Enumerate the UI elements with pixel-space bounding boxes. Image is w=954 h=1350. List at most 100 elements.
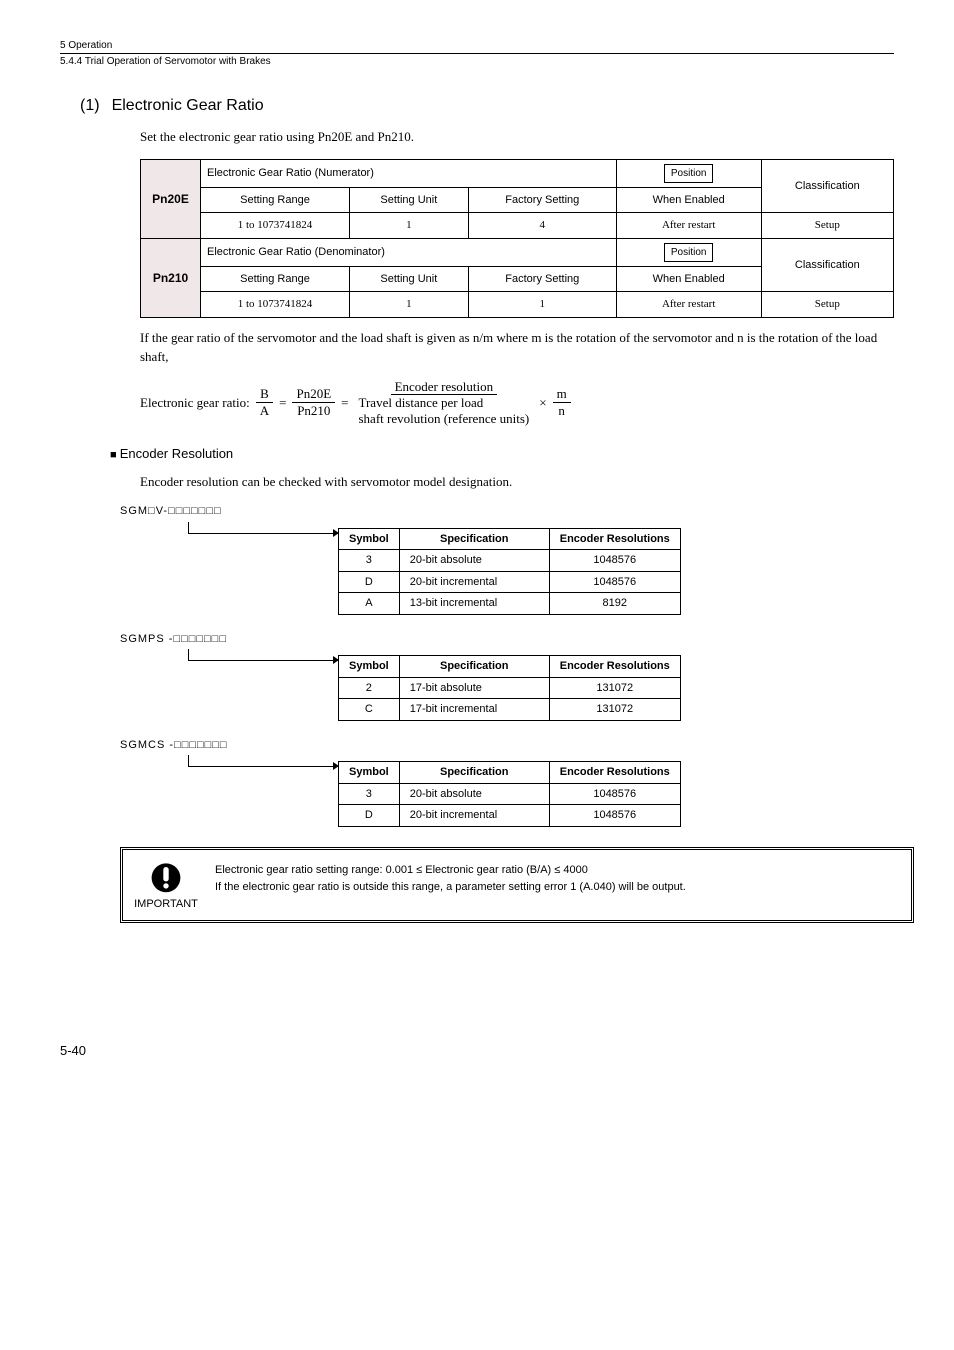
page-number: 5-40 bbox=[60, 1043, 86, 1058]
cell-spec: 17-bit incremental bbox=[399, 699, 549, 721]
cell-res: 1048576 bbox=[549, 550, 680, 572]
cell-sym: C bbox=[339, 699, 400, 721]
table-row: A13-bit incremental8192 bbox=[339, 593, 681, 615]
col-enabled: When Enabled bbox=[616, 266, 761, 292]
col-unit: Setting Unit bbox=[349, 187, 468, 213]
param-title-cell: Electronic Gear Ratio (Denominator) bbox=[201, 238, 617, 266]
model-designation-3: SGMCS -□□□□□□□ bbox=[120, 737, 894, 754]
important-label: IMPORTANT bbox=[134, 896, 198, 913]
cell-sym: A bbox=[339, 593, 400, 615]
important-line2: If the electronic gear ratio is outside … bbox=[215, 879, 686, 897]
section-header: 5.4.4 Trial Operation of Servomotor with… bbox=[60, 56, 894, 67]
frac-n: Encoder resolution bbox=[391, 379, 498, 396]
formula: Electronic gear ratio: BA = Pn20EPn210 =… bbox=[140, 379, 894, 427]
cell-spec: 20-bit absolute bbox=[399, 550, 549, 572]
val-range: 1 to 1073741824 bbox=[201, 213, 350, 239]
frac-n: B bbox=[256, 386, 273, 403]
encoder-intro: Encoder resolution can be checked with s… bbox=[140, 472, 894, 492]
cell-sym: D bbox=[339, 571, 400, 593]
frac-d: A bbox=[256, 403, 273, 419]
important-box: IMPORTANT Electronic gear ratio setting … bbox=[120, 847, 914, 924]
cell-res: 1048576 bbox=[549, 783, 680, 805]
frac-d-line2: shaft revolution (reference units) bbox=[358, 411, 529, 426]
val-enabled: After restart bbox=[616, 292, 761, 318]
table-row: 217-bit absolute131072 bbox=[339, 677, 681, 699]
cell-spec: 20-bit incremental bbox=[399, 805, 549, 827]
val-unit: 1 bbox=[349, 213, 468, 239]
equals: = bbox=[341, 393, 348, 413]
position-tag: Position bbox=[664, 243, 714, 262]
model-designation-1: SGM□V-□□□□□□□ bbox=[120, 503, 894, 520]
col-symbol: Symbol bbox=[339, 656, 400, 678]
important-icon-block: IMPORTANT bbox=[131, 858, 201, 913]
chapter-header: 5 Operation bbox=[60, 40, 894, 54]
encoder-table-2: SymbolSpecificationEncoder Resolutions 2… bbox=[338, 655, 681, 721]
param-code: Pn210 bbox=[141, 238, 201, 317]
param-code: Pn20E bbox=[141, 159, 201, 238]
col-spec: Specification bbox=[399, 528, 549, 550]
exclamation-icon bbox=[148, 858, 184, 894]
important-line1: Electronic gear ratio setting range: 0.0… bbox=[215, 862, 686, 880]
table-row: 320-bit absolute1048576 bbox=[339, 783, 681, 805]
col-spec: Specification bbox=[399, 656, 549, 678]
frac-d-line1: Travel distance per load bbox=[358, 395, 483, 410]
encoder-table-1: SymbolSpecificationEncoder Resolutions 3… bbox=[338, 528, 681, 615]
val-enabled: After restart bbox=[616, 213, 761, 239]
col-factory: Factory Setting bbox=[468, 266, 616, 292]
cell-spec: 13-bit incremental bbox=[399, 593, 549, 615]
position-cell: Position bbox=[616, 159, 761, 187]
frac-d: Travel distance per load shaft revolutio… bbox=[354, 395, 533, 426]
val-class: Setup bbox=[761, 292, 893, 318]
col-unit: Setting Unit bbox=[349, 266, 468, 292]
param-table-pn20e: Pn20E Electronic Gear Ratio (Numerator) … bbox=[140, 159, 894, 318]
classification-head: Classification bbox=[761, 159, 893, 213]
cell-res: 1048576 bbox=[549, 571, 680, 593]
equals: = bbox=[279, 393, 286, 413]
table-row: D20-bit incremental1048576 bbox=[339, 805, 681, 827]
intro-text: Set the electronic gear ratio using Pn20… bbox=[140, 127, 894, 147]
val-range: 1 to 1073741824 bbox=[201, 292, 350, 318]
cell-sym: 3 bbox=[339, 783, 400, 805]
cell-spec: 17-bit absolute bbox=[399, 677, 549, 699]
section-title: Electronic Gear Ratio bbox=[112, 97, 264, 115]
val-unit: 1 bbox=[349, 292, 468, 318]
cell-res: 131072 bbox=[549, 677, 680, 699]
section-number: (1) bbox=[80, 97, 100, 115]
encoder-heading: Encoder Resolution bbox=[110, 444, 894, 464]
cell-spec: 20-bit absolute bbox=[399, 783, 549, 805]
cell-sym: 3 bbox=[339, 550, 400, 572]
frac-n: m bbox=[553, 386, 571, 403]
val-factory: 1 bbox=[468, 292, 616, 318]
model-designation-2: SGMPS -□□□□□□□ bbox=[120, 631, 894, 648]
col-symbol: Symbol bbox=[339, 762, 400, 784]
col-range: Setting Range bbox=[201, 187, 350, 213]
param-title-cell: Electronic Gear Ratio (Numerator) bbox=[201, 159, 617, 187]
col-symbol: Symbol bbox=[339, 528, 400, 550]
col-factory: Factory Setting bbox=[468, 187, 616, 213]
position-cell: Position bbox=[616, 238, 761, 266]
leader-line bbox=[188, 755, 338, 767]
col-resolution: Encoder Resolutions bbox=[549, 762, 680, 784]
leader-line bbox=[188, 649, 338, 661]
multiply: × bbox=[539, 393, 546, 413]
frac-d: n bbox=[554, 403, 569, 419]
param-title: Electronic Gear Ratio (Numerator) bbox=[207, 167, 374, 179]
col-enabled: When Enabled bbox=[616, 187, 761, 213]
col-resolution: Encoder Resolutions bbox=[549, 656, 680, 678]
encoder-table-3: SymbolSpecificationEncoder Resolutions 3… bbox=[338, 761, 681, 827]
position-tag: Position bbox=[664, 164, 714, 183]
cell-res: 131072 bbox=[549, 699, 680, 721]
cell-res: 1048576 bbox=[549, 805, 680, 827]
val-factory: 4 bbox=[468, 213, 616, 239]
param-title: Electronic Gear Ratio (Denominator) bbox=[207, 246, 385, 258]
col-range: Setting Range bbox=[201, 266, 350, 292]
classification-head: Classification bbox=[761, 238, 893, 292]
col-spec: Specification bbox=[399, 762, 549, 784]
frac-n: Pn20E bbox=[292, 386, 335, 403]
leader-line bbox=[188, 522, 338, 534]
table-row: 320-bit absolute1048576 bbox=[339, 550, 681, 572]
table-row: C17-bit incremental131072 bbox=[339, 699, 681, 721]
formula-lead: Electronic gear ratio: bbox=[140, 393, 250, 413]
cell-res: 8192 bbox=[549, 593, 680, 615]
ratio-note: If the gear ratio of the servomotor and … bbox=[140, 328, 894, 367]
